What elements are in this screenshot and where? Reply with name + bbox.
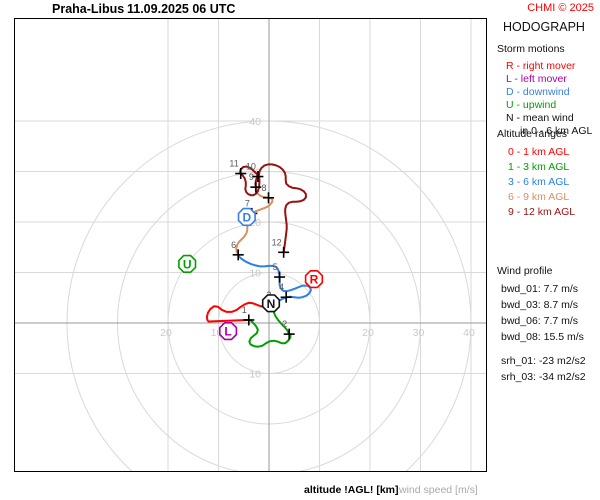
axes [15,19,486,471]
x-tick-20-0: 20 [160,327,172,339]
x-tick-20-2: 20 [362,327,374,339]
wind-profile-bwd_08: bwd_08: 15.5 m/s [501,331,584,343]
storm-motion-label-n: N [267,297,276,311]
storm-motion-marker-n: N [261,294,281,313]
footer-windspeed-label: wind speed [m/s] [399,484,478,496]
wind-profile-bwd_06: bwd_06: 7.7 m/s [501,315,579,327]
altitude-marker-label-12: 12 [272,237,282,247]
altitude-range-legend-4: 9 - 12 km AGL [508,206,576,218]
altitude-marker-12km: 12 [272,237,290,258]
altitude-marker-label-7: 7 [245,198,250,208]
storm-motions-heading: Storm motions [497,43,565,55]
altitude-marker-label-5: 5 [273,262,278,272]
altitude-marker-label-9: 9 [249,172,254,182]
y-tick-20-1: 20 [249,217,261,229]
altitude-range-legend-2: 3 - 6 km AGL [508,176,570,188]
wind-trace [205,163,312,348]
altitude-marker-8km: 8 [261,183,274,204]
storm-motion-marker-r: R [304,270,324,289]
altitude-marker-label-10: 10 [246,162,256,172]
trace-segment-0-1-km-agl [205,301,272,323]
footer-altitude-label: altitude !AGL! [km] [304,484,399,496]
altitude-marker-10km: 10 [246,162,264,183]
y-tick-10-4: 10 [249,369,261,381]
altitude-marker-5km: 5 [273,262,286,283]
altitude-marker-label-6: 6 [231,240,236,250]
storm-motion-legend-d: D - downwind [506,86,570,98]
storm-motion-legend-u: U - upwind [506,99,557,111]
wind-profile-bwd_03: bwd_03: 8.7 m/s [501,299,579,311]
altitude-marker-label-2: 2 [282,319,287,329]
station-name: Praha-Libus [52,2,125,16]
storm-motion-markers: R L D U N [178,207,324,341]
observation-datetime: 11.09.2025 06 UTC [127,2,236,16]
storm-motion-label-d: D [242,210,251,224]
wind-profile-srh_01: srh_01: -23 m2/s2 [501,355,586,367]
altitude-marker-label-11: 11 [229,159,238,169]
storm-motion-legend-r: R - right mover [506,60,576,72]
altitude-range-legend-0: 0 - 1 km AGL [508,146,570,158]
altitude-ranges-heading: Altitude ranges [497,128,568,140]
grid-lines [15,19,486,471]
altitude-range-legend-3: 6 - 9 km AGL [508,191,570,203]
altitude-marker-11km: 11 [229,159,247,180]
x-tick-40-4: 40 [463,327,475,339]
altitude-marker-9km: 9 [249,172,262,193]
trace-segment-1-3-km-agl [247,303,292,348]
storm-motion-legend-l: L - left mover [506,73,567,85]
altitude-marker-1km: 1 [242,305,255,326]
altitude-marker-4km: 4 [279,282,292,303]
storm-motion-label-r: R [310,273,319,287]
y-tick-40-3: 40 [249,116,261,128]
wind-profile-srh_03: srh_03: -34 m2/s2 [501,371,586,383]
altitude-marker-label-4: 4 [279,282,284,292]
panel-title: HODOGRAPH [503,20,585,34]
storm-motion-marker-d: D [237,207,256,227]
storm-motion-marker-l: L [219,321,238,341]
wind-profile-bwd_01: bwd_01: 7.7 m/s [501,283,579,295]
x-tick-10-1: 10 [211,327,223,339]
altitude-marker-label-1: 1 [242,305,247,315]
storm-motion-legend-n: N - mean wind [506,112,574,124]
altitude-marker-label-8: 8 [261,183,266,193]
trace-segment-3-6-km-agl [237,253,312,306]
altitude-marker-6km: 6 [231,240,244,261]
storm-motion-legend-n2: in 0 - 6 km AGL [520,125,593,137]
altitude-range-legend-1: 1 - 3 km AGL [508,161,570,173]
storm-motion-marker-u: U [178,254,197,273]
storm-motion-label-u: U [183,257,192,271]
x-tick-30-3: 30 [413,327,425,339]
altitude-marker-2km: 2 [282,319,295,340]
copyright-notice: CHMI © 2025 [527,2,594,14]
storm-motion-label-l: L [224,325,231,339]
y-tick-10-0: 10 [249,268,261,280]
wind-profile-heading: Wind profile [497,265,553,277]
